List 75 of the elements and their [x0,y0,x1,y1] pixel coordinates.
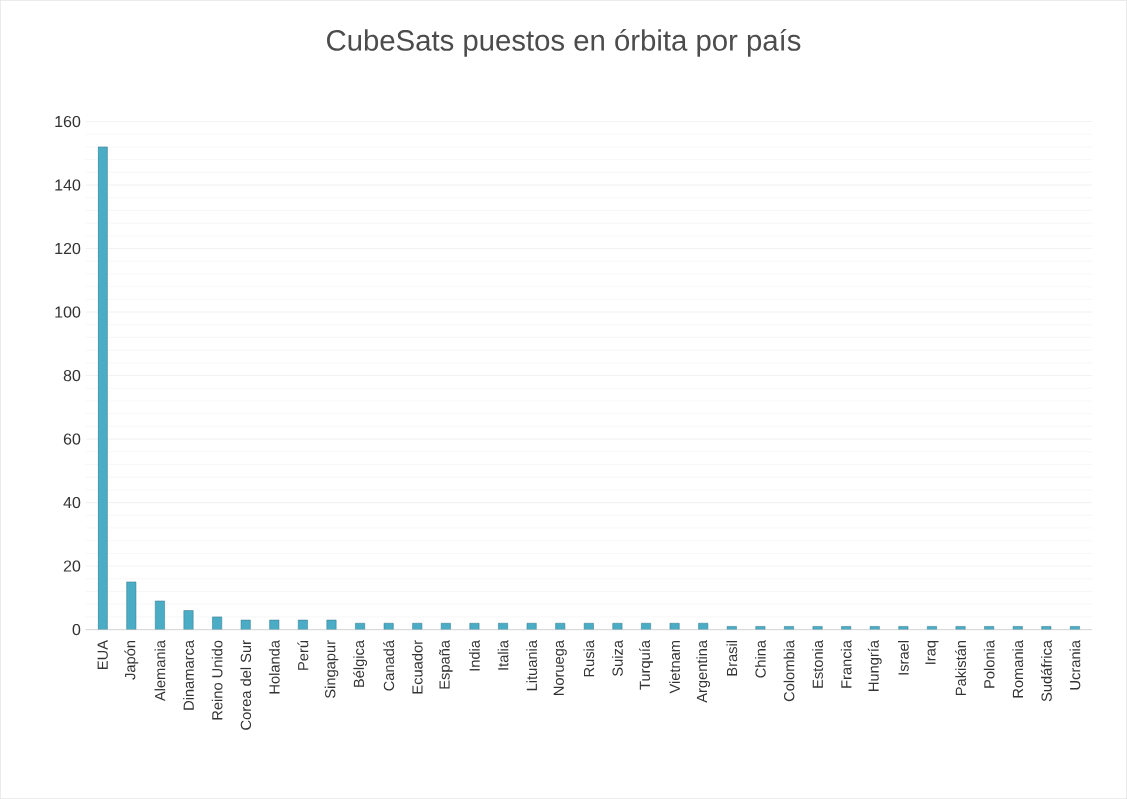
bar [726,626,737,630]
bar [326,619,337,630]
x-tick-label: Suiza [612,639,623,676]
bar [498,622,508,630]
bar [412,622,423,630]
bar [212,616,223,630]
x-tick-label: Ucrania [1069,639,1081,690]
y-tick-label: 20 [63,560,81,572]
x-tick-label: Reino Unido [211,640,223,720]
x-tick-label: España [439,639,453,689]
bar [355,622,366,630]
x-tick-label: Israel [897,640,909,675]
x-tick-label: Noruega [553,639,567,695]
x-tick-label: Italia [497,639,509,670]
bar [1012,626,1023,630]
x-tick-label: Alemania [154,639,166,702]
bar [898,626,909,630]
bar [955,626,966,630]
y-tick-label: 60 [63,433,81,445]
bar [669,622,680,630]
bar [526,622,537,630]
x-tick-label: Estonia [812,639,823,688]
x-tick-label: Hungría [867,639,882,691]
y-tick-label: 40 [63,496,81,509]
x-tick-label: Argentina [696,639,711,703]
x-tick-label: EUA [97,639,108,669]
x-tick-label: Polonia [983,639,995,688]
bar [698,622,709,630]
bar [641,622,651,630]
x-tick-label: India [469,639,480,671]
x-tick-label: Canadá [383,639,395,691]
bar [555,622,566,630]
bar [97,146,108,630]
x-tick-label: Lituania [526,639,538,691]
bar [812,626,823,630]
y-tick-label: 100 [55,306,81,318]
bar [183,610,194,630]
x-tick-label: Vietnam [669,640,680,694]
x-tick-label: Sudáfrica [1040,639,1052,702]
bar [583,622,594,630]
x-tick-label: Brasil [726,640,738,676]
bar [383,622,394,630]
x-tick-label: Turquía [639,639,653,690]
x-tick-label: Dinamarca [183,639,194,710]
bar [240,619,251,630]
x-tick-label: Iraq [925,640,939,664]
chart-title: CubeSats puestos en órbita por país [327,28,801,57]
x-tick-label: Francia [840,639,852,688]
bar [469,622,480,630]
bar [269,619,280,630]
x-tick-label: Perú [297,640,309,670]
x-tick-label: China [755,639,766,678]
bar [612,622,623,630]
x-tick-label: Ecuador [411,640,423,694]
bar [297,619,308,630]
y-tick-label: 0 [72,623,81,636]
bar [126,581,137,630]
x-tick-label: Japón [124,640,139,680]
bar [755,626,766,630]
x-tick-label: Rusia [583,639,595,677]
x-tick-label: Colombia [783,639,795,702]
bar [440,622,451,630]
y-tick-label: 80 [63,369,81,382]
x-tick-label: Bélgica [353,639,367,687]
y-tick-label: 120 [55,242,81,255]
x-tick-label: Singapur [324,640,339,698]
x-tick-label: Romania [1012,639,1024,698]
y-tick-label: 160 [55,115,81,128]
bar [154,600,165,630]
x-tick-label: Holanda [268,639,280,694]
x-tick-label: Pakistán [955,640,967,695]
y-tick-label: 140 [55,179,81,191]
bar [1041,626,1052,630]
x-tick-label: Corea del Sur [240,640,252,730]
bar [869,626,880,630]
